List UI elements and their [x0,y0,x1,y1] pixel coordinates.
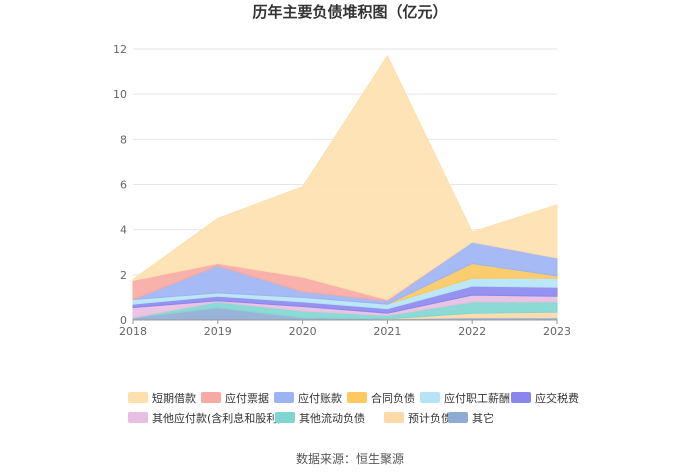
y-tick-label: 2 [120,269,127,282]
legend-swatch [128,392,148,403]
legend-label: 其他流动负债 [299,411,365,425]
y-tick-label: 10 [113,88,127,101]
legend-label: 应交税费 [535,391,579,405]
x-tick-label: 2018 [119,325,147,338]
legend-swatch [274,392,294,403]
legend-label: 应付票据 [225,391,269,405]
legend-swatch [448,412,468,423]
legend-label: 应付职工薪酬 [444,391,510,405]
data-source-label: 数据来源：恒生聚源 [296,451,404,466]
legend-swatch [511,392,531,403]
legend-swatch [384,412,404,423]
legend-swatch [275,412,295,423]
y-tick-label: 4 [120,224,127,237]
x-tick-label: 2019 [204,325,232,338]
x-tick-label: 2022 [458,325,486,338]
legend-label: 预计负债 [408,411,452,425]
y-tick-label: 0 [120,314,127,327]
legend-label: 其它 [472,411,494,425]
legend-label: 短期借款 [152,391,196,405]
axes: 0 2 4 6 8 10 12 2018 2019 2020 2021 2022 2023 [113,43,571,338]
legend-label: 应付账款 [298,391,342,405]
area-series-9 [132,54,558,301]
chart-title: 历年主要负债堆积图（亿元） [252,3,447,21]
legend-swatch [420,392,440,403]
y-tick-label: 12 [113,43,127,56]
area-series [132,54,558,321]
x-tick-label: 2021 [373,325,401,338]
x-tick-label: 2023 [543,325,571,338]
legend-swatch [201,392,221,403]
y-tick-label: 6 [120,179,127,192]
legend-swatch [128,412,148,423]
legend-swatch [347,392,367,403]
legend-label: 其他应付款(含利息和股利) [152,411,282,425]
legend-label: 合同负债 [371,391,415,405]
y-tick-label: 8 [120,133,127,146]
x-tick-label: 2020 [289,325,317,338]
